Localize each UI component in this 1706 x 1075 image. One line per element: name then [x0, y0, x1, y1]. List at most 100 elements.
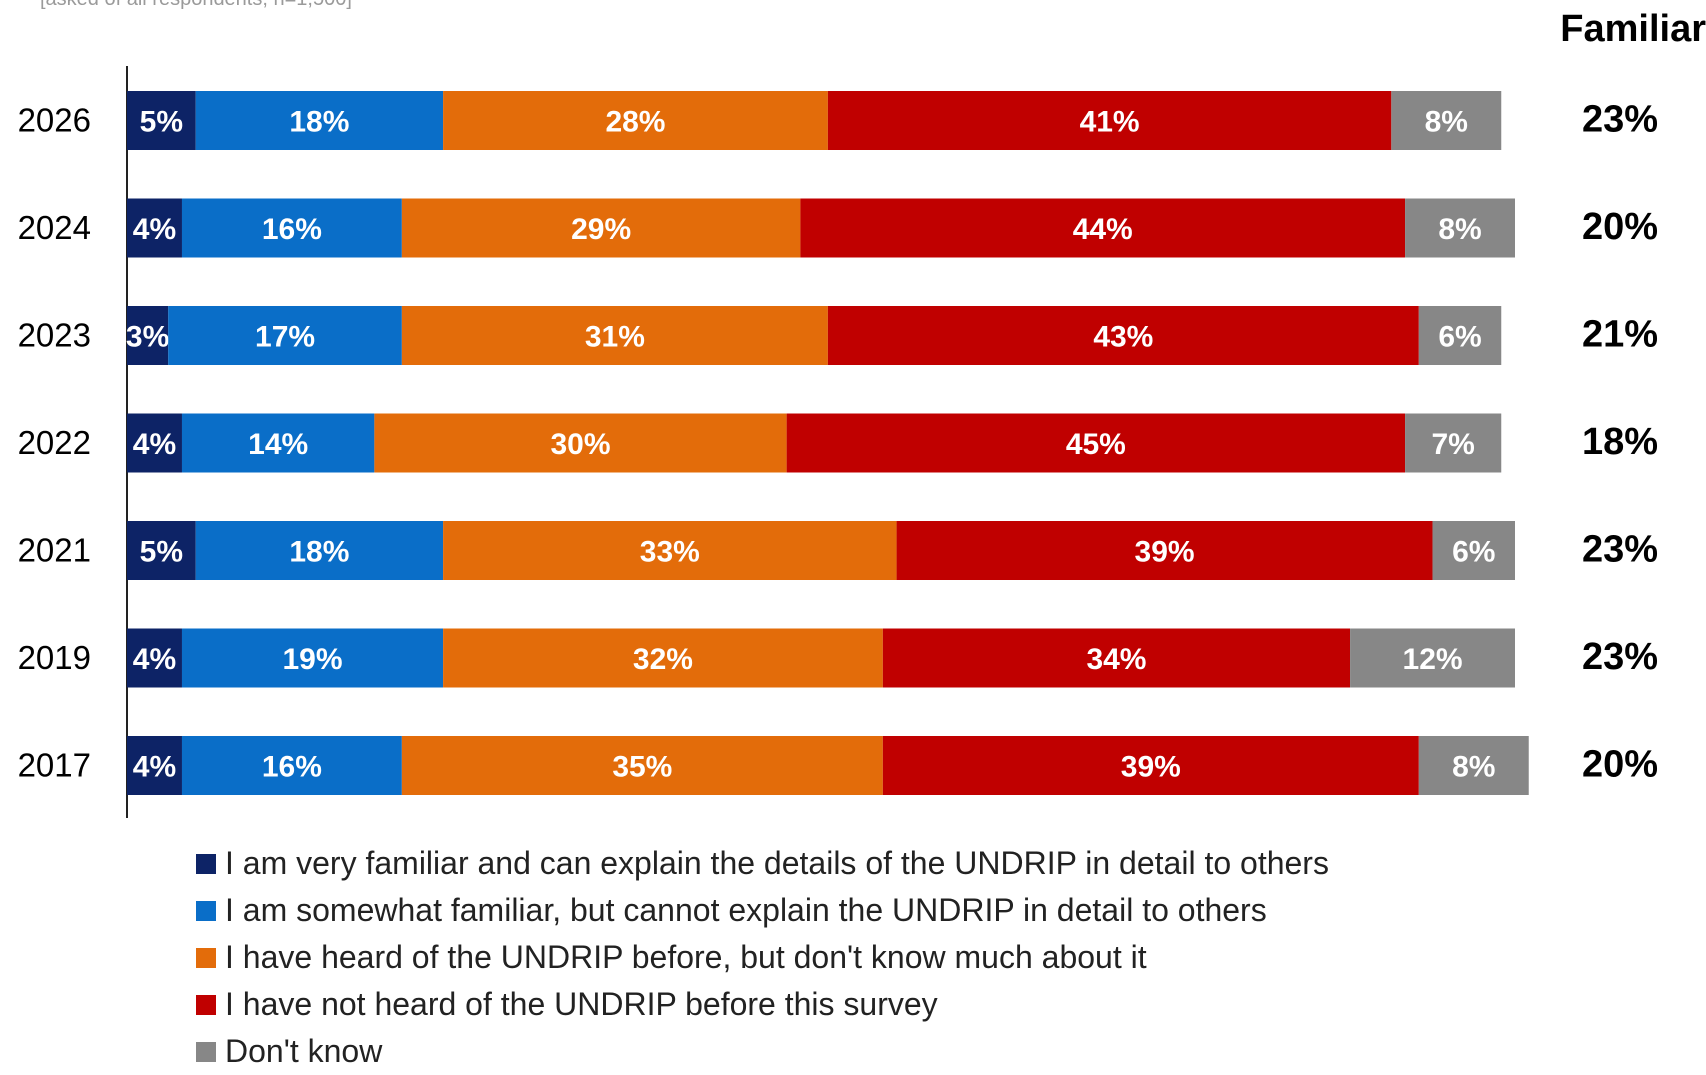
data-label: 39% — [1121, 751, 1181, 784]
y-tick-label: 2017 — [18, 747, 91, 784]
chart-legend: I am very familiar and can explain the d… — [196, 840, 1329, 1075]
y-tick-label: 2022 — [18, 424, 91, 461]
bar-segment — [401, 198, 801, 258]
legend-item: I am very familiar and can explain the d… — [196, 840, 1329, 887]
bar-segment — [1405, 198, 1515, 258]
bar-segment — [1418, 736, 1529, 795]
data-label: 4% — [133, 213, 176, 246]
legend-swatch — [196, 994, 216, 1015]
data-label: 14% — [248, 428, 308, 461]
data-label: 5% — [140, 536, 183, 569]
data-label: 8% — [1438, 213, 1481, 246]
data-label: 8% — [1452, 751, 1495, 784]
bar-segment — [827, 91, 1392, 150]
legend-label: Don't know — [225, 1033, 383, 1069]
y-tick-label: 2021 — [18, 532, 91, 569]
familiar-column-header: Familiar — [1560, 8, 1706, 50]
bar-segment — [127, 628, 182, 688]
data-label: 34% — [1086, 643, 1146, 676]
data-label: 16% — [262, 213, 322, 246]
data-label: 33% — [640, 536, 700, 569]
bar-segment — [195, 521, 444, 580]
bar-segment — [800, 198, 1406, 258]
legend-label: I have heard of the UNDRIP before, but d… — [225, 939, 1147, 975]
familiar-total-label: 23% — [1582, 636, 1658, 678]
bar-segment — [181, 198, 402, 258]
bar-segment — [181, 413, 375, 473]
bar-segment — [195, 91, 444, 150]
familiar-total-label: 23% — [1582, 99, 1658, 141]
bar-segment — [401, 306, 828, 365]
data-label: 6% — [1452, 536, 1495, 569]
data-label: 30% — [550, 428, 610, 461]
data-label: 18% — [289, 536, 349, 569]
bar-segment — [401, 736, 883, 795]
bar-segment — [127, 413, 182, 473]
data-label: 19% — [283, 643, 343, 676]
bar-segment — [1350, 628, 1515, 688]
data-label: 7% — [1431, 428, 1474, 461]
bar-segment — [443, 628, 883, 688]
bar-segment — [882, 628, 1351, 688]
bar-segment — [443, 91, 828, 150]
y-tick-label: 2026 — [18, 102, 91, 139]
legend-swatch — [196, 1041, 216, 1062]
data-label: 29% — [571, 213, 631, 246]
data-label: 4% — [133, 643, 176, 676]
y-tick-label: 2023 — [18, 317, 91, 354]
bar-segment — [127, 198, 182, 258]
bar-segment — [181, 736, 402, 795]
data-label: 4% — [133, 751, 176, 784]
legend-label: I have not heard of the UNDRIP before th… — [225, 986, 938, 1022]
bar-segment — [127, 521, 196, 580]
legend-swatch — [196, 853, 216, 874]
bar-segment — [1418, 306, 1502, 365]
stacked-bar-chart: 2026 5% 18% 28% 41% 8% 23% 2024 4% 16% 29% 44% 8% 20%… — [18, 66, 1658, 818]
data-label: 44% — [1073, 213, 1133, 246]
legend-label: I am somewhat familiar, but cannot expla… — [225, 892, 1267, 928]
bar-segment — [882, 736, 1419, 795]
data-label: 4% — [133, 428, 176, 461]
data-label: 12% — [1403, 643, 1463, 676]
bar-segment — [1405, 413, 1502, 473]
data-label: 3% — [126, 321, 169, 354]
bar-segment — [827, 306, 1419, 365]
data-label: 32% — [633, 643, 693, 676]
legend-item: I am somewhat familiar, but cannot expla… — [196, 887, 1329, 934]
y-tick-label: 2024 — [18, 209, 91, 246]
data-label: 5% — [140, 106, 183, 139]
bar-segment — [127, 91, 196, 150]
data-label: 45% — [1066, 428, 1126, 461]
bar-segment — [1432, 521, 1515, 580]
familiar-total-label: 18% — [1582, 421, 1658, 463]
data-label: 35% — [612, 751, 672, 784]
bar-segment — [127, 736, 182, 795]
familiar-total-label: 23% — [1582, 529, 1658, 571]
legend-label: I am very familiar and can explain the d… — [225, 845, 1329, 881]
bar-segment — [786, 413, 1406, 473]
data-label: 41% — [1080, 106, 1140, 139]
data-label: 18% — [289, 106, 349, 139]
familiar-total-label: 21% — [1582, 314, 1658, 356]
y-tick-label: 2019 — [18, 639, 91, 676]
bar-segment — [1391, 91, 1502, 150]
bar-segment — [896, 521, 1433, 580]
legend-item: I have not heard of the UNDRIP before th… — [196, 981, 1329, 1028]
data-label: 8% — [1425, 106, 1468, 139]
bar-segment — [374, 413, 787, 473]
data-label: 28% — [605, 106, 665, 139]
bar-segment — [181, 628, 444, 688]
bar-segment — [127, 306, 169, 365]
data-label: 17% — [255, 321, 315, 354]
bar-segment — [168, 306, 402, 365]
legend-swatch — [196, 947, 216, 968]
legend-swatch — [196, 900, 216, 921]
legend-item: I have heard of the UNDRIP before, but d… — [196, 934, 1329, 981]
chart-subtitle: [asked of all respondents, n=1,500] — [40, 0, 352, 11]
data-label: 39% — [1135, 536, 1195, 569]
familiar-total-label: 20% — [1582, 744, 1658, 786]
legend-item: Don't know — [196, 1028, 1329, 1075]
familiar-total-label: 20% — [1582, 206, 1658, 248]
data-label: 31% — [585, 321, 645, 354]
data-label: 6% — [1438, 321, 1481, 354]
